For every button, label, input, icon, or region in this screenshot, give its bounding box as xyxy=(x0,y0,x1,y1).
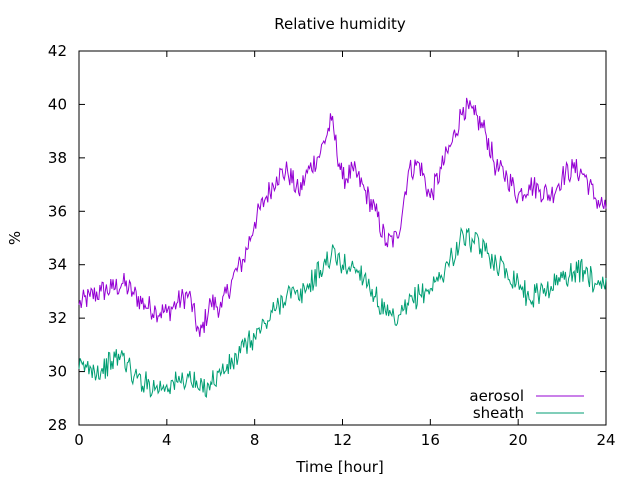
x-axis-label: Time [hour] xyxy=(295,458,384,476)
x-tick-label: 8 xyxy=(250,431,260,449)
y-tick-label: 40 xyxy=(48,95,67,113)
y-tick-label: 30 xyxy=(48,363,67,381)
x-tick-label: 4 xyxy=(162,431,172,449)
series-layer xyxy=(78,97,607,398)
x-tick-label: 16 xyxy=(421,431,440,449)
plot-frame xyxy=(78,50,607,426)
chart-title: Relative humidity xyxy=(274,15,406,33)
y-tick-label: 28 xyxy=(48,416,67,434)
legend-label-aerosol: aerosol xyxy=(469,387,524,405)
axis-ticks: 0 4 8 12 16 20 24 28 30 32 34 36 38 40 42 xyxy=(48,42,616,449)
y-tick-label: 36 xyxy=(48,202,67,220)
series-line-aerosol xyxy=(78,97,607,337)
series-line-sheath xyxy=(78,226,607,398)
y-tick-label: 38 xyxy=(48,149,67,167)
y-tick-label: 42 xyxy=(48,42,67,60)
x-tick-label: 24 xyxy=(596,431,615,449)
y-tick-label: 32 xyxy=(48,309,67,327)
y-tick-label: 34 xyxy=(48,256,67,274)
x-tick-label: 0 xyxy=(74,431,84,449)
legend-label-sheath: sheath xyxy=(473,404,524,422)
x-tick-label: 20 xyxy=(509,431,528,449)
y-axis-label: % xyxy=(6,231,24,245)
x-tick-label: 12 xyxy=(333,431,352,449)
